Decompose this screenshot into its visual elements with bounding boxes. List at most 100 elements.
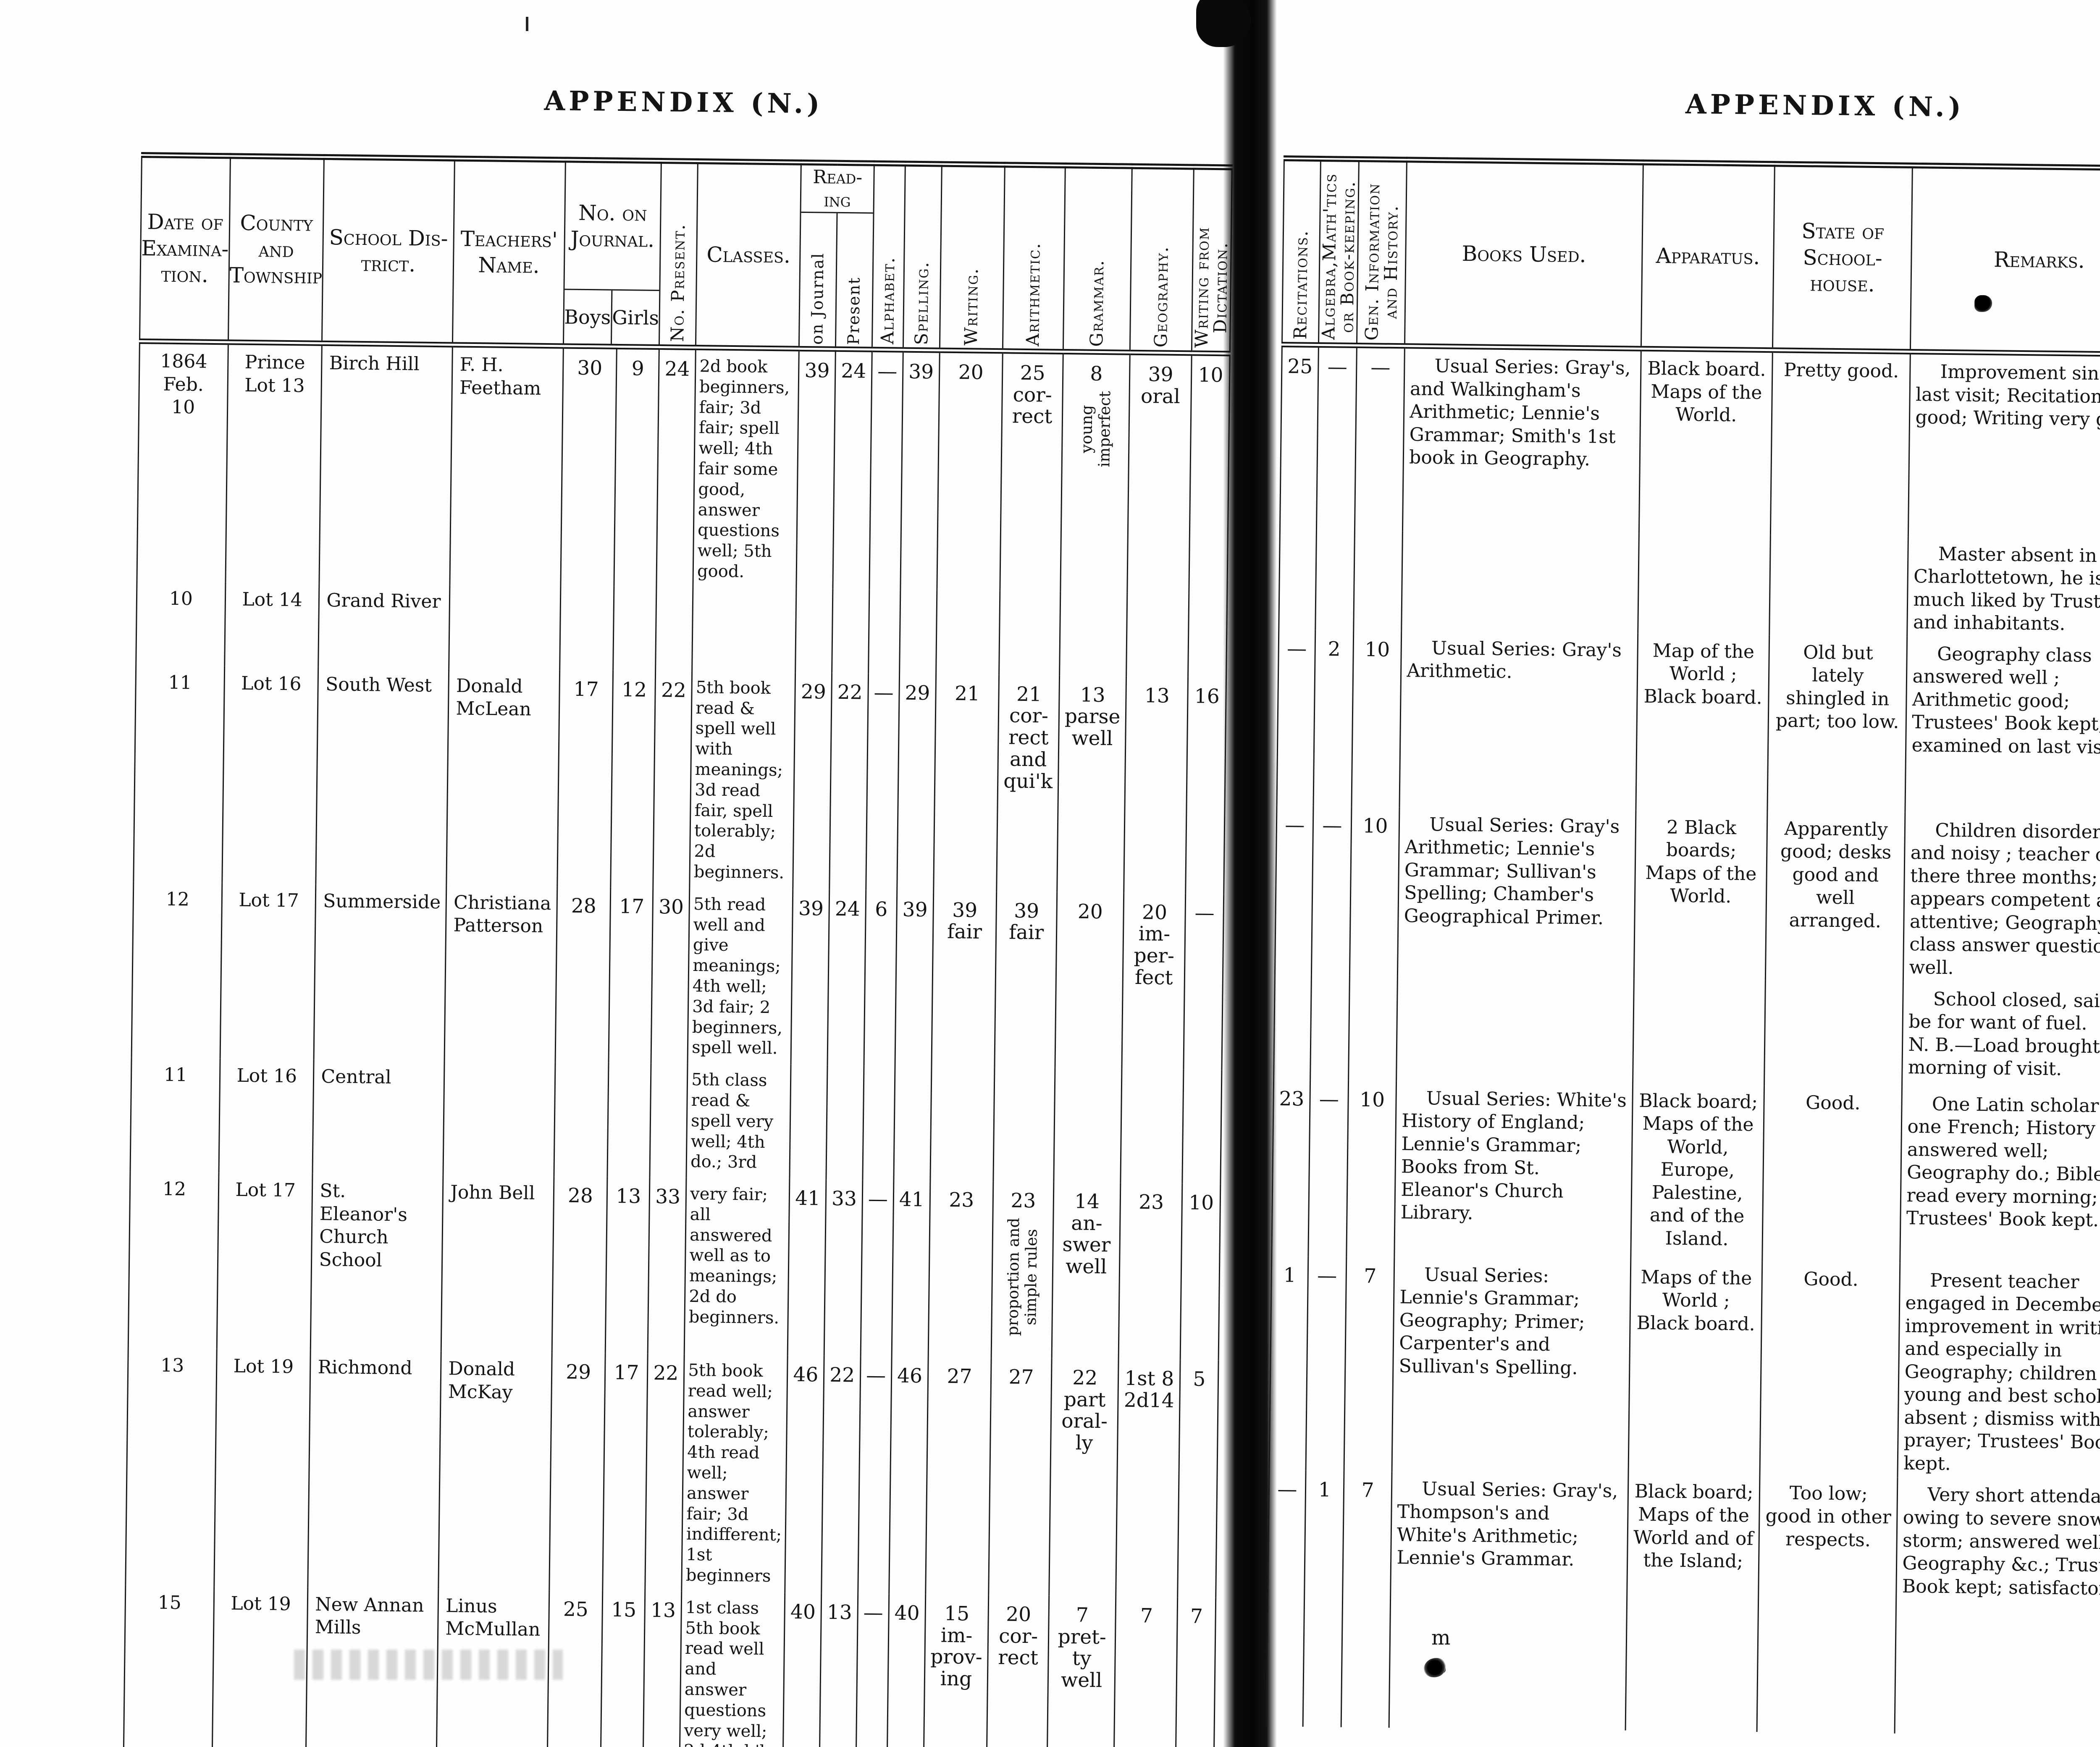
cell-alphabet <box>868 589 900 674</box>
cell-algebra <box>1310 975 1350 1081</box>
cell-arithmetic: 23 proportion and simple rules <box>991 1181 1054 1359</box>
cell-district: South West <box>316 667 449 886</box>
table-row: —1 7 Usual Series: Gray's, Thompson's and … <box>1266 1470 2100 1739</box>
table-row: 12 Lot 17 St. Eleanor's Church School John … <box>128 1171 1221 1361</box>
cell-dictation: 10 <box>1180 1183 1221 1361</box>
cell-present: 24 <box>656 347 696 588</box>
left-table-body: 1864 Feb. 10 Prince Lot 13 Birch Hill F. H.… <box>122 341 1230 1747</box>
cell-algebra <box>1315 530 1355 630</box>
col-header-writing: Writing. <box>940 164 1005 351</box>
cell-classes: 1st class 5th book read well and answer … <box>678 1591 785 1747</box>
cell-remarks: Improvement since last visit; Recitation… <box>1908 351 2100 540</box>
right-table-body: 25— — Usual Series: Gray's, and Walkingham… <box>1266 344 2100 1739</box>
table-row: 11 Lot 16 South West Donald McLean 17 12 22 5th… <box>133 665 1226 894</box>
cell-recitations: 1 <box>1269 1256 1308 1471</box>
cell-boys: 28 <box>555 887 611 1063</box>
cell-read_j: 41 <box>788 1179 827 1356</box>
cell-geography <box>1121 1068 1184 1184</box>
cell-date: 1864 Feb. 10 <box>136 341 228 582</box>
cell-gen_info <box>1353 530 1403 631</box>
cell-algebra: 2 <box>1313 630 1354 807</box>
table-row: 1864 Feb. 10 Prince Lot 13 Birch Hill F. H.… <box>136 341 1230 594</box>
cell-lot: Lot 17 <box>220 883 316 1060</box>
right-table-header: Recitations. Algebra,Math'tics or Book-k… <box>1282 158 2100 357</box>
cell-geography: 39 oral <box>1127 352 1192 593</box>
table-row: — —10 Usual Series: Gray's Arithmetic; Len… <box>1275 805 2100 987</box>
cell-district: Central <box>312 1059 445 1175</box>
cell-lot: Prince Lot 13 <box>225 342 322 583</box>
cell-geography: 1st 8 2d14 <box>1116 1359 1181 1597</box>
cell-teacher: Christiana Patterson <box>444 885 557 1062</box>
cell-writing: 27 <box>925 1357 992 1595</box>
cell-arithmetic: 20 cor- rect <box>985 1595 1049 1747</box>
col-header-reading-present: Present <box>835 213 873 347</box>
cell-books: Usual Series: Gray's, and Walkingham's A… <box>1402 346 1641 534</box>
cell-boys: 30 <box>560 346 617 587</box>
cell-girls <box>607 1062 651 1178</box>
cell-boys: 28 <box>551 1176 608 1354</box>
col-header-date: Date of Examina- tion. <box>139 155 231 342</box>
cell-books: Usual Series: Gray's Arithmetic. <box>1399 630 1638 810</box>
cell-lot: Lot 19 <box>211 1586 308 1747</box>
cell-classes: 5th read well and give meanings; 4th wel… <box>688 888 793 1065</box>
cell-read_j: 29 <box>793 672 832 890</box>
cell-lot: Lot 17 <box>217 1173 313 1350</box>
col-header-teacher: Teachers' Name. <box>452 158 565 346</box>
cell-girls: 15 <box>599 1590 646 1747</box>
cell-algebra: 1 <box>1302 1471 1344 1728</box>
cell-writing: 23 <box>928 1180 994 1358</box>
col-header-county: County and Township <box>228 156 324 344</box>
table-row: 1—7 Usual Series: Lennie's Grammar; Geogr… <box>1269 1256 2100 1482</box>
examination-table-left: Date of Examina- tion. County and Townsh… <box>121 152 1233 1747</box>
cell-teacher <box>449 585 561 670</box>
cell-lot: Lot 14 <box>224 582 320 667</box>
cell-geography: 13 <box>1124 676 1188 894</box>
cell-writing: 39 fair <box>931 891 997 1068</box>
cell-read_j <box>790 1065 828 1180</box>
cell-present: 13 <box>642 1591 682 1747</box>
cell-lot: Lot 16 <box>222 666 319 884</box>
cell-state: Old but lately shingled in part; too low… <box>1767 635 1908 813</box>
right-page: APPENDIX (N.) Recitations. Algebra,Math'… <box>1265 84 2100 1739</box>
table-row: 13 Lot 19 Richmond Donald McKay 29 17 22 5th bo… <box>125 1348 1219 1598</box>
cell-geography: 7 <box>1113 1596 1178 1747</box>
cell-alphabet: 6 <box>864 890 897 1066</box>
cell-classes <box>692 587 797 673</box>
cell-writing <box>936 590 1000 675</box>
cell-state: Pretty good. <box>1770 350 1911 537</box>
cell-read_p: 33 <box>824 1179 863 1356</box>
cell-classes: 2d book beginners, fair; 3d fair; spell … <box>693 347 799 589</box>
cell-date: 15 <box>122 1585 214 1747</box>
cell-read_p: 22 <box>829 673 869 890</box>
cell-algebra: — <box>1305 1256 1347 1472</box>
gutter-ink-blot <box>1196 0 1251 47</box>
cell-recitations: — <box>1275 805 1313 975</box>
col-header-remarks: Remarks. <box>1910 165 2100 355</box>
cell-apparatus: Maps of the World ; Black board. <box>1628 1260 1762 1476</box>
cell-books: Usual Series: White's History of England… <box>1394 1081 1633 1260</box>
table-row: School closed, said to be for want of fu… <box>1273 974 2100 1091</box>
cell-writing: 15 im- prov- ing <box>922 1594 989 1747</box>
col-header-reading-group: Read- ing on Journal Present <box>799 162 874 350</box>
cell-grammar: 14 an- swer well <box>1052 1182 1121 1359</box>
cell-girls: 17 <box>603 1353 648 1591</box>
table-row: 23—10 Usual Series: White's History of En… <box>1271 1079 2100 1268</box>
cell-teacher: Donald McLean <box>446 669 560 887</box>
cell-girls <box>613 586 657 671</box>
cell-spelling <box>893 1066 932 1181</box>
cell-writing <box>930 1066 995 1182</box>
cell-district: Summerside <box>314 884 447 1061</box>
cell-present: 22 <box>645 1354 685 1592</box>
table-row: 12 Lot 17 Summerside Christiana Patterson 28… <box>131 881 1224 1070</box>
cell-dictation <box>1182 1069 1222 1184</box>
cell-present <box>650 1063 688 1178</box>
left-page: APPENDIX (N.) Date of Examina- tion. Cou… <box>121 81 1233 1747</box>
col-header-recitations: Recitations. <box>1282 158 1321 345</box>
cell-arithmetic <box>993 1067 1055 1182</box>
col-header-books: Books Used. <box>1404 160 1643 349</box>
book-gutter-shadow <box>1223 0 1277 1747</box>
cell-girls: 17 <box>609 887 654 1064</box>
cell-date: 12 <box>131 881 222 1059</box>
cell-dictation: 5 <box>1177 1360 1219 1598</box>
cell-books <box>1396 976 1634 1084</box>
